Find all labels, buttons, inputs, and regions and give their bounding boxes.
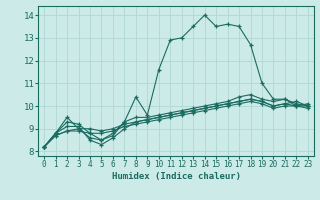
X-axis label: Humidex (Indice chaleur): Humidex (Indice chaleur) [111,172,241,181]
